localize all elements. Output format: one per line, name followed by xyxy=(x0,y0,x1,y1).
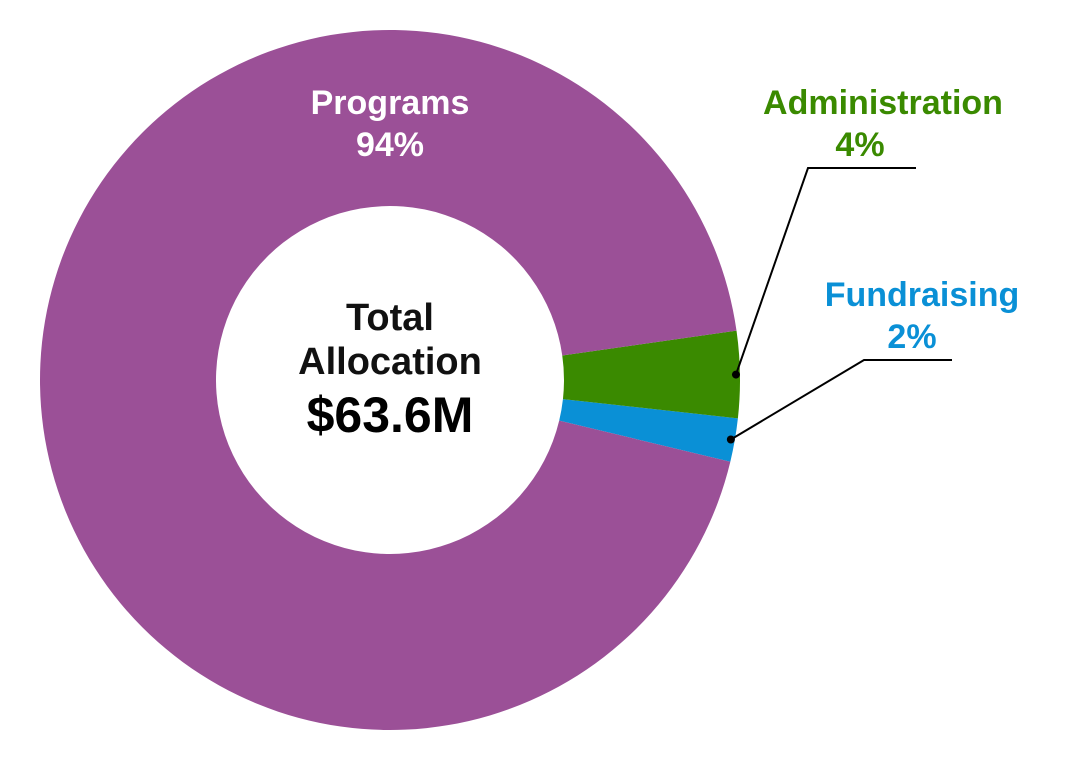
slice-label-programs-name: Programs xyxy=(311,84,470,122)
slice-label-fundraising-value: 2% xyxy=(887,318,936,356)
leader-line-fundraising-dot xyxy=(726,435,735,444)
center-total-value: $63.6M xyxy=(307,387,474,443)
center-label-line1: Total xyxy=(346,297,434,339)
slice-label-programs-value: 94% xyxy=(356,126,424,164)
center-label-line2: Allocation xyxy=(298,341,482,383)
slice-programs xyxy=(39,30,737,730)
leader-line-administration xyxy=(735,167,916,375)
slice-fundraising xyxy=(559,399,738,462)
leader-line-administration-dot xyxy=(731,370,740,379)
slice-administration xyxy=(562,330,740,419)
leader-line-fundraising xyxy=(730,359,952,441)
slice-label-administration-value: 4% xyxy=(835,126,884,164)
leader-lines-group xyxy=(726,167,952,444)
slice-label-fundraising-name: Fundraising xyxy=(825,276,1020,314)
slices-group xyxy=(39,30,740,730)
slice-label-administration-name: Administration xyxy=(763,84,1003,122)
